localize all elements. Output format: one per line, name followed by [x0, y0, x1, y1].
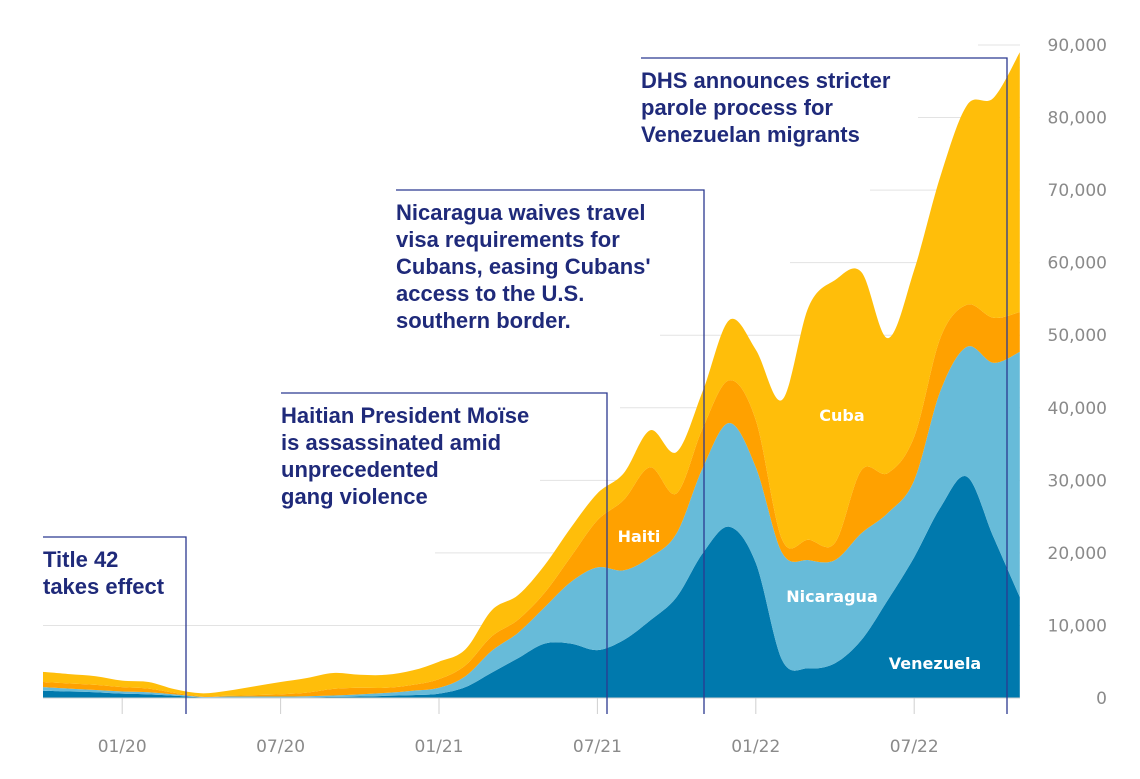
y-tick-label: 20,000	[1048, 544, 1107, 564]
series-label-haiti: Haiti	[618, 527, 661, 546]
x-tick-label: 07/22	[890, 737, 939, 757]
y-axis: 0 10,000 20,000 30,000 40,000 50,000 60,000 70,…	[1048, 36, 1107, 709]
y-tick-label: 90,000	[1048, 36, 1107, 56]
annotation-text: takes effect	[43, 574, 165, 599]
y-tick-label: 10,000	[1048, 616, 1107, 636]
annotation-leader-line	[43, 536, 187, 714]
annotation-text: Haitian President Moïse	[281, 403, 529, 428]
annotation-text: Cubans, easing Cubans'	[396, 254, 651, 279]
x-axis: 01/20 07/20 01/21 07/21 01/22 07/22	[43, 697, 1020, 757]
annotation-text: unprecedented	[281, 457, 439, 482]
x-tick-label: 01/21	[415, 737, 464, 757]
annotation-leader-line	[281, 392, 608, 714]
annotation-text: southern border.	[396, 308, 571, 333]
series-label-venezuela: Venezuela	[889, 654, 981, 673]
y-tick-label: 50,000	[1048, 326, 1107, 346]
series-labels: Cuba Haiti Nicaragua Venezuela	[618, 406, 982, 673]
x-tick-label: 07/20	[256, 737, 305, 757]
annotation-text: access to the U.S.	[396, 281, 584, 306]
y-tick-label: 80,000	[1048, 109, 1107, 129]
y-tick-label: 70,000	[1048, 181, 1107, 201]
annotation-text: parole process for	[641, 95, 833, 120]
y-tick-label: 0	[1096, 689, 1107, 709]
series-label-nicaragua: Nicaragua	[786, 587, 877, 606]
y-tick-label: 30,000	[1048, 471, 1107, 491]
annotation-text: Title 42	[43, 547, 118, 572]
area-cuba	[43, 52, 1020, 697]
area-haiti	[43, 304, 1020, 698]
annotation-text: Venezuelan migrants	[641, 122, 860, 147]
annotation-text: gang violence	[281, 484, 428, 509]
annotation-text: DHS announces stricter	[641, 68, 891, 93]
annotation-leader-line	[641, 57, 1008, 714]
annotation-leader-line	[396, 189, 705, 714]
x-tick-label: 01/20	[98, 737, 147, 757]
x-tick-label: 07/21	[573, 737, 622, 757]
y-tick-label: 60,000	[1048, 254, 1107, 274]
x-tick-label: 01/22	[731, 737, 780, 757]
area-series	[43, 52, 1020, 698]
annotation-text: Nicaragua waives travel	[396, 200, 645, 225]
annotation-text: visa requirements for	[396, 227, 620, 252]
annotation-text: is assassinated amid	[281, 430, 501, 455]
series-label-cuba: Cuba	[819, 406, 864, 425]
area-venezuela	[43, 475, 1020, 698]
y-tick-label: 40,000	[1048, 399, 1107, 419]
area-nicaragua	[43, 346, 1020, 698]
